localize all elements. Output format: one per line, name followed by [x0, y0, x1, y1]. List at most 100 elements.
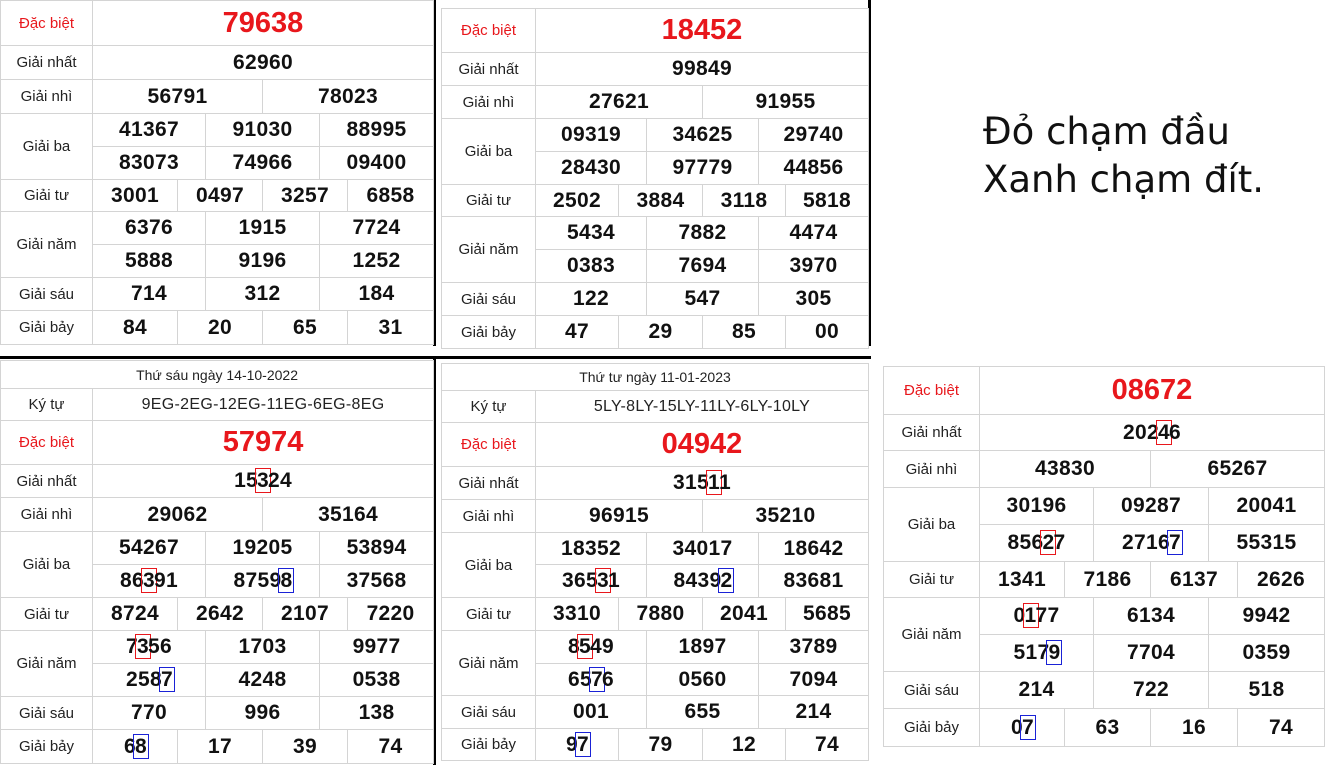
tail-digit-highlight: 7: [575, 731, 591, 757]
seventh-prize: 68: [92, 729, 178, 764]
third-prize: 44856: [758, 151, 869, 185]
third-prize: 34625: [646, 118, 759, 152]
fifth-prize: 7882: [646, 216, 759, 250]
head-digit-highlight: 2: [1040, 530, 1057, 555]
fifth-prize: 6376: [92, 211, 206, 245]
label-fourth: Giải tư: [441, 184, 536, 217]
divider-vertical-left: [433, 0, 436, 346]
label-special: Đặc biệt: [441, 422, 536, 467]
fourth-prize: 2642: [177, 597, 263, 631]
label-second: Giải nhì: [0, 79, 93, 114]
seventh-prize: 39: [262, 729, 348, 764]
seventh-prize: 29: [618, 315, 703, 349]
tail-digit-highlight: 7: [589, 666, 605, 692]
fifth-prize: 7094: [758, 663, 869, 696]
label-fourth: Giải tư: [441, 597, 536, 631]
second-prize: 27621: [535, 85, 703, 119]
fifth-prize: 7356: [92, 630, 206, 664]
third-prize: 29740: [758, 118, 869, 152]
third-prize: 09400: [319, 146, 434, 180]
third-prize: 09287: [1093, 487, 1209, 525]
fifth-prize: 1915: [205, 211, 320, 245]
label-fifth: Giải năm: [0, 211, 93, 278]
label-third: Giải ba: [0, 531, 93, 598]
fifth-prize: 2587: [92, 663, 206, 697]
fifth-prize: 9942: [1208, 597, 1325, 635]
label-fourth: Giải tư: [0, 179, 93, 212]
label-fifth: Giải năm: [441, 630, 536, 696]
third-prize: 74966: [205, 146, 320, 180]
second-prize: 35210: [702, 499, 869, 533]
label-sixth: Giải sáu: [0, 696, 93, 730]
label-code: Ký tự: [0, 388, 93, 421]
fourth-prize: 1341: [979, 561, 1065, 598]
fifth-prize: 0177: [979, 597, 1094, 635]
result-table-1: Đặc biệt 79638 Giải nhất 62960 Giải nhì 567…: [0, 0, 434, 345]
third-prize: 36531: [535, 564, 647, 598]
fifth-prize: 0538: [318, 663, 435, 697]
label-second: Giải nhì: [441, 499, 536, 533]
seventh-prize: 00: [785, 315, 869, 349]
sixth-prize: 214: [979, 671, 1094, 709]
special-prize: 08672: [979, 366, 1325, 415]
label-special: Đặc biệt: [883, 366, 980, 415]
fifth-prize: 5888: [92, 244, 206, 278]
fifth-prize: 5179: [979, 634, 1094, 672]
fifth-prize: 1703: [205, 630, 320, 664]
label-seventh: Giải bảy: [441, 728, 536, 761]
third-prize: 88995: [319, 113, 434, 147]
third-prize: 85627: [979, 524, 1094, 562]
fourth-prize: 7186: [1064, 561, 1151, 598]
special-prize: 57974: [91, 420, 435, 465]
head-digit-highlight: 3: [594, 568, 611, 593]
fourth-prize: 2626: [1237, 561, 1325, 598]
tail-digit-highlight: 2: [718, 568, 735, 593]
label-first: Giải nhất: [0, 45, 93, 80]
third-prize: 84392: [646, 564, 759, 598]
label-fifth: Giải năm: [0, 630, 93, 697]
tail-digit-highlight: 7: [1020, 714, 1036, 740]
draw-code: 5LY-8LY-15LY-11LY-6LY-10LY: [535, 390, 869, 423]
first-prize: 20246: [979, 414, 1325, 451]
sixth-prize: 312: [205, 277, 320, 311]
label-third: Giải ba: [441, 118, 536, 185]
sixth-prize: 714: [92, 277, 206, 311]
fourth-prize: 6137: [1150, 561, 1238, 598]
head-digit-highlight: 3: [135, 634, 151, 659]
sixth-prize: 770: [92, 696, 206, 730]
fourth-prize: 3257: [262, 179, 348, 212]
seventh-prize: 16: [1150, 708, 1238, 747]
first-prize: 99849: [535, 52, 869, 86]
second-prize: 43830: [979, 450, 1151, 488]
label-seventh: Giải bảy: [0, 729, 93, 764]
third-prize: 83681: [758, 564, 869, 598]
seventh-prize: 84: [92, 310, 178, 345]
sixth-prize: 001: [535, 695, 647, 729]
divider-vertical-right: [868, 0, 871, 346]
fourth-prize: 6858: [347, 179, 434, 212]
label-sixth: Giải sáu: [0, 277, 93, 311]
third-prize: 91030: [205, 113, 320, 147]
label-seventh: Giải bảy: [441, 315, 536, 349]
fourth-prize: 7880: [618, 597, 703, 631]
fourth-prize: 2041: [702, 597, 786, 631]
third-prize: 83073: [92, 146, 206, 180]
seventh-prize: 79: [618, 728, 703, 761]
label-fifth: Giải năm: [883, 597, 980, 672]
fifth-prize: 7694: [646, 249, 759, 283]
fifth-prize: 9196: [205, 244, 320, 278]
label-code: Ký tự: [441, 390, 536, 423]
second-prize: 65267: [1150, 450, 1325, 488]
head-digit-highlight: 4: [1155, 419, 1172, 445]
seventh-prize: 12: [702, 728, 786, 761]
label-sixth: Giải sáu: [883, 671, 980, 709]
label-second: Giải nhì: [441, 85, 536, 119]
label-third: Giải ba: [441, 532, 536, 598]
seventh-prize: 74: [785, 728, 869, 761]
tail-digit-highlight: 8: [278, 568, 295, 593]
fourth-prize: 3310: [535, 597, 619, 631]
note-line-tail: Xanh chạm đít.: [983, 158, 1264, 201]
result-table-5: Đặc biệt 08672 Giải nhất 20246 Giải nhì 438…: [883, 366, 1325, 747]
head-digit-highlight: 1: [705, 470, 722, 495]
second-prize: 78023: [262, 79, 434, 114]
